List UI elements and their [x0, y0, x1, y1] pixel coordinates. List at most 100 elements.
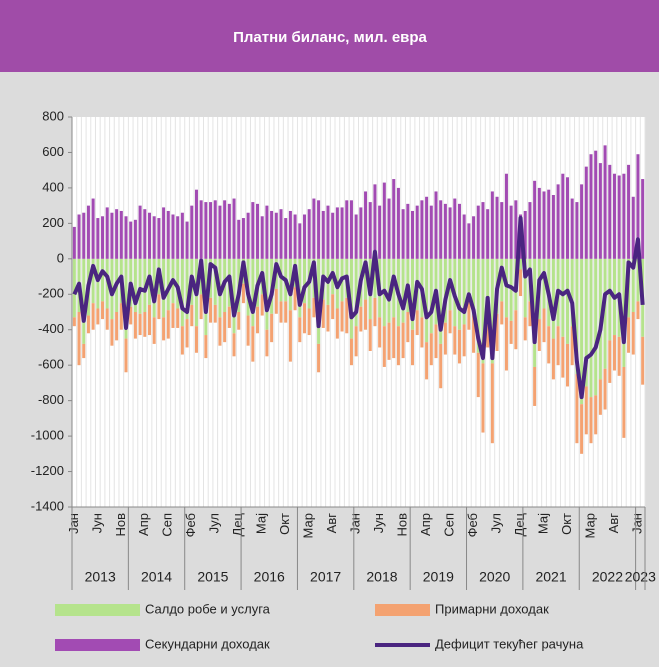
bar: [279, 209, 283, 259]
bar: [467, 258, 471, 302]
bar: [129, 306, 133, 325]
bar: [293, 287, 297, 311]
bar: [260, 216, 264, 259]
bar: [584, 166, 588, 259]
x-tick-label: Јан: [348, 513, 363, 534]
bar: [185, 319, 189, 348]
bar: [368, 202, 372, 259]
bar: [166, 310, 170, 339]
year-label: 2015: [197, 569, 228, 585]
y-tick-label: -1200: [31, 463, 64, 478]
bar: [589, 397, 593, 444]
year-label: 2018: [366, 569, 397, 585]
bar: [481, 202, 485, 259]
bar: [551, 258, 555, 339]
bar: [110, 319, 114, 346]
bar: [218, 317, 222, 346]
bar: [307, 308, 311, 336]
bar: [96, 258, 100, 309]
x-tick-label: Јул: [488, 513, 503, 533]
year-label: 2017: [310, 569, 341, 585]
bar: [641, 179, 645, 259]
bar: [373, 184, 377, 259]
bar: [194, 326, 198, 353]
bar: [490, 191, 494, 259]
bar: [223, 200, 227, 259]
bar: [603, 145, 607, 259]
bar: [495, 196, 499, 259]
bar: [302, 303, 306, 334]
bar: [566, 343, 570, 387]
bar: [457, 258, 461, 330]
x-tick-label: Окт: [277, 513, 292, 535]
bar: [157, 218, 161, 259]
y-tick-label: 600: [42, 144, 64, 159]
bar: [627, 317, 631, 353]
bar: [533, 180, 537, 259]
bar: [307, 209, 311, 259]
bar: [500, 202, 504, 259]
x-tick-label: Сеп: [442, 513, 457, 537]
bar: [101, 301, 105, 320]
bar: [288, 310, 292, 362]
bar: [589, 258, 593, 398]
bar: [101, 216, 105, 259]
bar: [439, 343, 443, 389]
bar: [162, 207, 166, 259]
bar: [401, 209, 405, 259]
bar: [129, 221, 133, 259]
y-tick-label: 400: [42, 179, 64, 194]
bar: [270, 210, 274, 259]
bar: [241, 218, 245, 259]
bar: [584, 258, 588, 387]
x-tick-label: Сеп: [160, 513, 175, 537]
bar: [396, 326, 400, 366]
bar: [627, 164, 631, 259]
bar: [147, 212, 151, 259]
bar: [561, 173, 565, 259]
bar: [608, 340, 612, 383]
bar: [326, 304, 330, 332]
bar: [462, 258, 466, 325]
bar: [575, 374, 579, 444]
year-label: 2021: [535, 569, 566, 585]
bar: [476, 352, 480, 398]
bar: [523, 210, 527, 259]
bar: [387, 322, 391, 360]
bar: [439, 200, 443, 259]
bar: [96, 308, 100, 325]
bar: [453, 198, 457, 259]
x-tick-label: Јан: [66, 513, 81, 534]
bar: [105, 207, 109, 259]
bar: [213, 304, 217, 323]
bar: [575, 202, 579, 259]
bar: [528, 301, 532, 327]
bar: [331, 212, 335, 259]
bar: [209, 297, 213, 323]
bar: [396, 187, 400, 259]
bar: [274, 212, 278, 259]
bar: [213, 200, 217, 259]
bar: [373, 258, 377, 298]
bar: [401, 322, 405, 359]
bar: [580, 184, 584, 259]
y-tick-label: -400: [38, 321, 64, 336]
bar: [279, 301, 283, 323]
bar: [331, 294, 335, 320]
bar: [133, 258, 137, 312]
bar: [218, 205, 222, 259]
year-label: 2020: [479, 569, 510, 585]
legend-label: Секундарни доходак: [145, 636, 270, 651]
bar: [138, 313, 142, 336]
bar: [364, 258, 368, 300]
bar: [608, 164, 612, 259]
x-tick-label: Јун: [89, 513, 104, 533]
bar: [528, 202, 532, 259]
y-tick-label: 800: [42, 108, 64, 123]
bar: [476, 205, 480, 259]
bar: [411, 329, 415, 366]
bar: [504, 258, 508, 318]
bar: [77, 312, 81, 366]
bar: [631, 258, 635, 312]
bar: [429, 258, 433, 334]
